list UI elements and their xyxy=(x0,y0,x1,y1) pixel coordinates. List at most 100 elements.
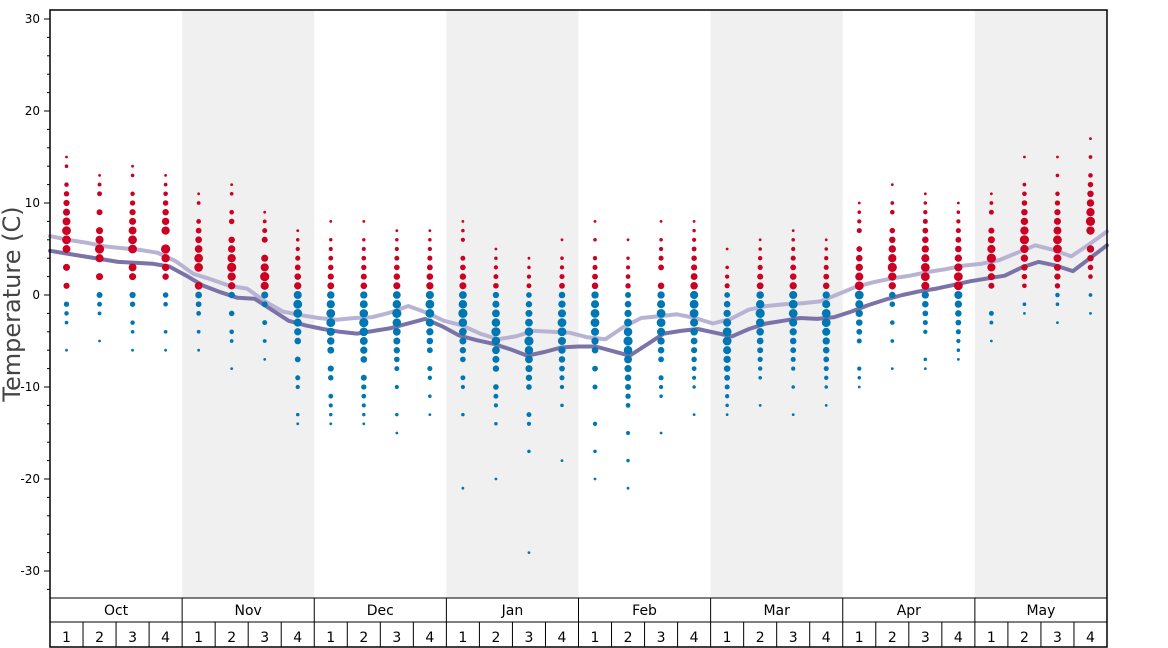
temperature-dot xyxy=(493,265,499,270)
y-tick-label: 20 xyxy=(25,104,40,118)
temperature-dot xyxy=(394,255,400,261)
temperature-dot xyxy=(791,229,795,233)
week-label: 2 xyxy=(95,630,104,646)
temperature-dot xyxy=(94,244,105,254)
temperature-dot xyxy=(954,254,963,262)
temperature-dot xyxy=(591,291,599,299)
temperature-dot xyxy=(590,318,600,328)
temperature-dot xyxy=(824,256,829,261)
temperature-dot xyxy=(196,219,202,224)
temperature-dot xyxy=(989,201,994,205)
temperature-dot xyxy=(524,327,534,337)
temperature-dot xyxy=(823,366,829,372)
temperature-dot xyxy=(723,318,732,327)
temperature-dot xyxy=(690,273,698,281)
temperature-dot xyxy=(527,265,531,270)
temperature-dot xyxy=(230,367,234,370)
temperature-dot xyxy=(163,329,168,334)
average-line-light xyxy=(48,229,1109,342)
temperature-dot xyxy=(857,210,862,214)
temperature-dot xyxy=(428,413,432,416)
temperature-dot xyxy=(791,238,795,242)
temperature-dot xyxy=(526,412,532,418)
temperature-dot xyxy=(459,327,467,336)
temperature-dot xyxy=(328,393,334,399)
temperature-dot xyxy=(559,274,565,280)
temperature-dot xyxy=(96,273,104,281)
temperature-dot xyxy=(658,384,664,390)
temperature-dot xyxy=(359,309,369,318)
temperature-dot xyxy=(692,375,697,380)
temperature-dot xyxy=(691,356,697,363)
temperature-dot xyxy=(459,273,467,280)
temperature-dot xyxy=(262,339,267,343)
temperature-dot xyxy=(196,329,201,334)
temperature-dot xyxy=(923,329,928,334)
average-line-dark xyxy=(48,243,1109,358)
month-label: Oct xyxy=(104,603,129,619)
temperature-dot xyxy=(625,384,632,390)
temperature-dot xyxy=(162,273,169,280)
temperature-dot xyxy=(294,356,301,363)
temperature-dot xyxy=(262,320,268,326)
week-label: 1 xyxy=(855,630,864,646)
temperature-dot xyxy=(326,308,336,318)
temperature-dot xyxy=(492,300,500,308)
temperature-dot xyxy=(1020,254,1029,262)
temperature-dot xyxy=(922,320,928,326)
temperature-dot xyxy=(296,422,300,426)
temperature-dot xyxy=(626,265,631,270)
temperature-dot xyxy=(362,220,366,223)
temperature-dot xyxy=(1056,155,1059,159)
temperature-dot xyxy=(293,308,303,318)
week-label: 3 xyxy=(260,630,269,646)
temperature-dot xyxy=(557,327,567,337)
temperature-dot xyxy=(988,227,995,234)
temperature-dot xyxy=(327,365,334,372)
week-label: 3 xyxy=(657,630,666,646)
average-lines xyxy=(48,229,1109,358)
temperature-dot xyxy=(328,255,334,261)
temperature-dot xyxy=(361,255,367,261)
week-label: 3 xyxy=(392,630,401,646)
week-label: 4 xyxy=(1086,630,1095,646)
temperature-dot xyxy=(789,282,797,290)
temperature-dot xyxy=(1021,273,1028,280)
temperature-dot xyxy=(691,264,698,271)
temperature-dot xyxy=(524,336,534,346)
temperature-dot xyxy=(261,291,269,299)
temperature-dot xyxy=(954,290,963,300)
temperature-dot xyxy=(295,375,301,381)
x-axis: Oct 1 2 3 4 Nov 1 2 3 4 Dec 1 2 3 4 Jan 1 2 3 4 Feb 1 2 3 4 Mar 1 2… xyxy=(50,597,1107,647)
temperature-dot xyxy=(724,374,731,381)
temperature-dot xyxy=(130,191,135,197)
temperature-dot xyxy=(492,365,500,372)
temperature-dot xyxy=(459,347,467,354)
temperature-dot xyxy=(1088,173,1093,178)
temperature-dot xyxy=(557,318,567,328)
week-label: 3 xyxy=(128,630,137,646)
temperature-dot xyxy=(395,412,399,417)
temperature-dot xyxy=(558,346,566,354)
temperature-dot xyxy=(461,486,465,490)
temperature-dot xyxy=(162,208,169,216)
temperature-dot xyxy=(624,364,632,373)
temperature-dot xyxy=(626,458,630,463)
temperature-dot xyxy=(790,264,797,271)
temperature-dot xyxy=(1085,216,1096,226)
temperature-dot xyxy=(822,337,830,345)
temperature-dot xyxy=(758,238,762,242)
temperature-dot xyxy=(956,219,961,224)
temperature-dot xyxy=(493,393,499,399)
temperature-dot xyxy=(592,273,598,280)
temperature-dot xyxy=(624,309,632,318)
temperature-dot xyxy=(692,228,696,233)
temperature-dot xyxy=(1054,283,1061,289)
temperature-dot xyxy=(690,282,698,290)
temperature-dot xyxy=(65,348,68,352)
temperature-dot xyxy=(392,291,401,299)
temperature-dot xyxy=(163,301,168,307)
temperature-dot xyxy=(822,327,831,336)
temperature-dot xyxy=(394,264,400,271)
temperature-dot xyxy=(228,291,235,299)
